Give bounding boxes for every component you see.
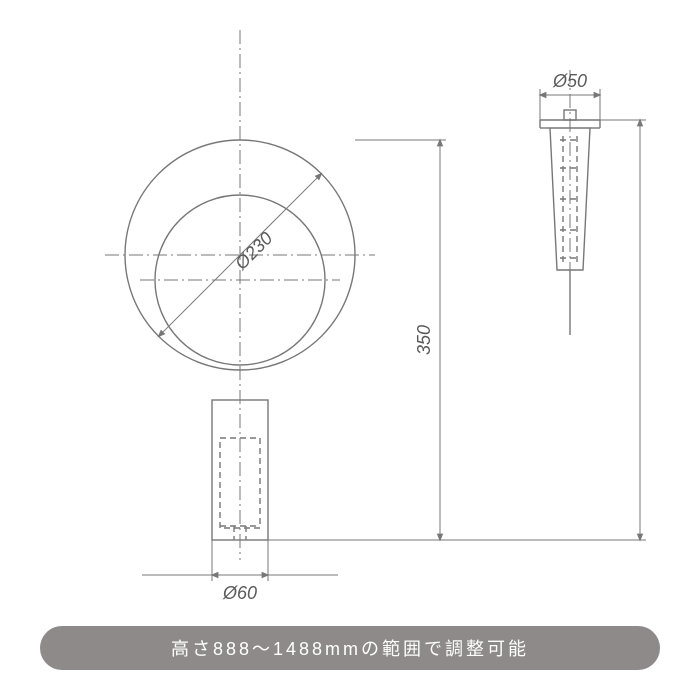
svg-text:350: 350 [414, 325, 434, 355]
svg-text:Ø50: Ø50 [552, 71, 587, 91]
svg-text:Ø60: Ø60 [222, 583, 257, 603]
note-text: 高さ888〜1488mmの範囲で調整可能 [171, 635, 529, 661]
svg-text:Ø230: Ø230 [230, 228, 276, 274]
adjustment-note: 高さ888〜1488mmの範囲で調整可能 [40, 626, 660, 670]
diagram-container: Ø230 Ø60 350 Ø50 高さ888〜1488mmの範囲で調整可能 [0, 0, 700, 700]
drawing-svg: Ø230 Ø60 350 Ø50 [0, 0, 700, 620]
